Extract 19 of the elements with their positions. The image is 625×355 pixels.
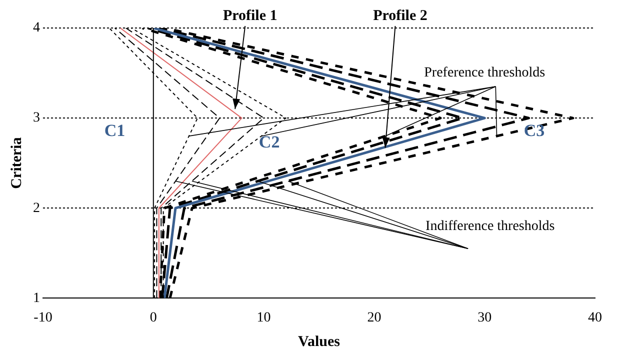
y-axis-title: Criteria — [8, 136, 25, 189]
x-tick-label: 40 — [588, 310, 602, 326]
x-tick-label: 30 — [478, 310, 492, 326]
x-axis-title: Values — [298, 334, 340, 350]
y-tick-label: 4 — [33, 20, 40, 36]
x-tick-label: 20 — [367, 310, 382, 326]
x-tick-label: 0 — [150, 310, 157, 326]
x-tick-label: 10 — [256, 310, 271, 326]
annotation: Preference thresholds — [424, 66, 546, 81]
x-tick-label: -10 — [34, 310, 52, 326]
annotation: Profile 2 — [373, 8, 428, 24]
annotation: Indifference thresholds — [426, 218, 555, 234]
y-tick-label: 2 — [33, 200, 40, 216]
y-tick-label: 1 — [33, 290, 40, 306]
annotation: C3 — [524, 120, 545, 140]
annotation: C2 — [258, 132, 280, 152]
annotation: Profile 1 — [222, 8, 278, 24]
y-tick-label: 3 — [33, 110, 40, 126]
annotation: C1 — [104, 120, 126, 140]
